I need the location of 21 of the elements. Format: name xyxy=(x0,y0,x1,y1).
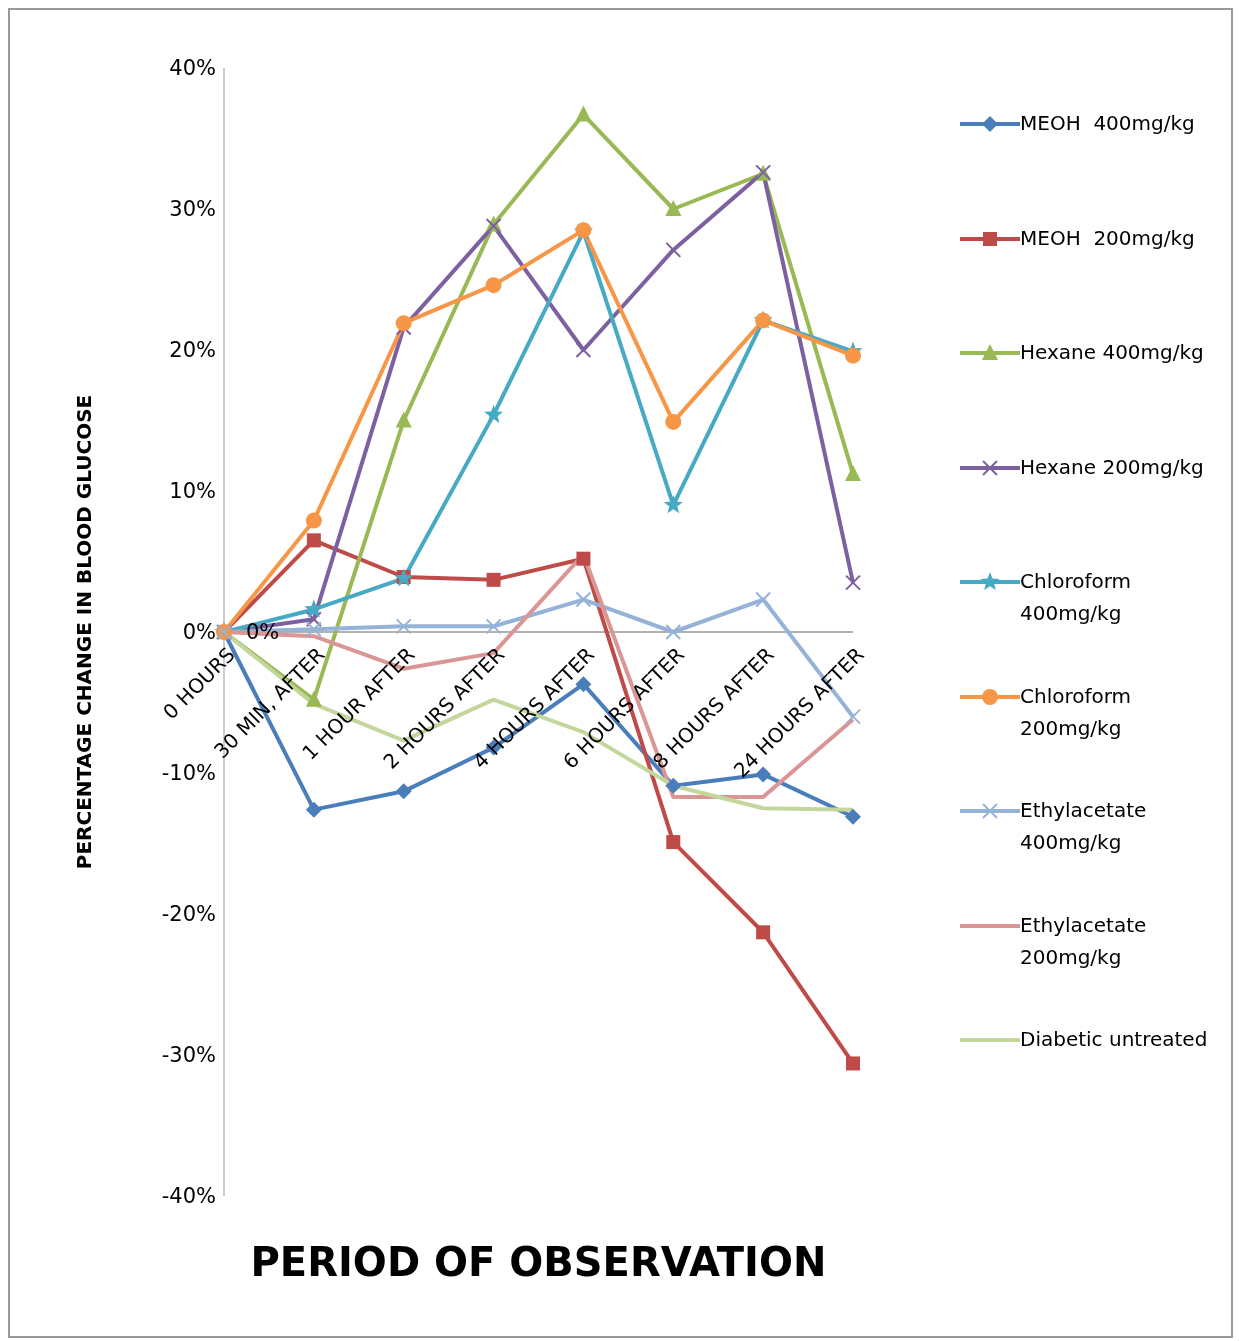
legend-label: Ethylacetate 400mg/kg xyxy=(1020,797,1148,856)
legend-label: Chloroform 400mg/kg xyxy=(1020,568,1133,627)
legend-label: MEOH 200mg/kg xyxy=(1020,224,1196,252)
y-tick-label: -10% xyxy=(161,761,216,786)
y-tick-label: 0% xyxy=(182,620,216,645)
legend-label: MEOH 400mg/kg xyxy=(1020,110,1196,137)
legend-label: Hexane 200mg/kg xyxy=(1020,453,1205,481)
y-tick-label: 20% xyxy=(169,338,216,363)
y-tick-label: -40% xyxy=(161,1184,216,1209)
y-axis-title: PERCENTAGE CHANGE IN BLOOD GLUCOSE xyxy=(72,394,97,870)
y-tick-label: -30% xyxy=(161,1043,216,1068)
legend-label: Ethylacetate 200mg/kg xyxy=(1020,911,1148,971)
legend-label: Diabetic untreated xyxy=(1020,1026,1209,1053)
y-tick-label: 30% xyxy=(169,197,216,222)
annotation: 0% xyxy=(246,620,280,645)
x-axis-title: PERIOD OF OBSERVATION xyxy=(250,1239,827,1285)
y-tick-label: 10% xyxy=(169,479,216,504)
y-tick-label: 40% xyxy=(169,56,216,81)
legend-label: Hexane 400mg/kg xyxy=(1020,339,1205,366)
y-tick-label: -20% xyxy=(161,902,216,927)
legend-label: Chloroform 200mg/kg xyxy=(1020,682,1133,742)
